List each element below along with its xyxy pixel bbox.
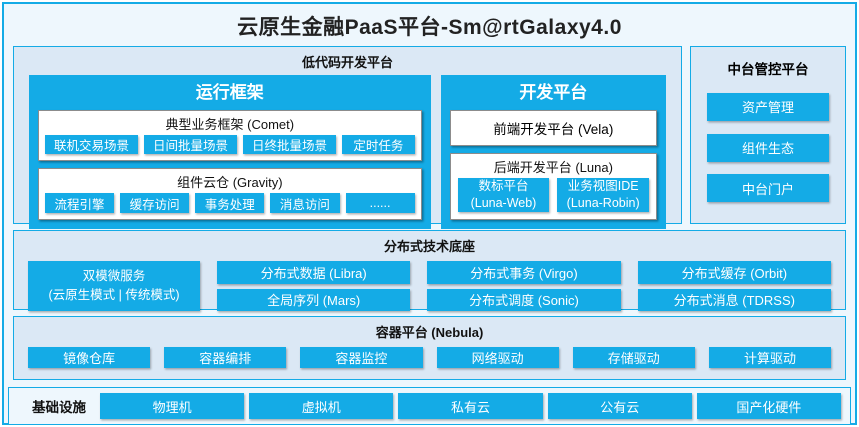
page-title: 云原生金融PaaS平台-Sm@rtGalaxy4.0	[237, 16, 622, 39]
comet-item-block: 联机交易场景	[45, 135, 139, 155]
infrastructure-item-block: 物理机	[100, 393, 245, 419]
top-row: 低代码开发平台 运行框架 典型业务框架 (Comet) 联机交易场景 日间批量场…	[13, 46, 846, 229]
midplatform-item-block: 组件生态	[707, 133, 829, 162]
infrastructure-item-block: 私有云	[398, 393, 543, 419]
gravity-item-block: 流程引擎	[45, 193, 115, 213]
container-item-block: 容器编排	[164, 347, 287, 368]
midplatform-item-block: 中台门户	[707, 174, 829, 203]
container-item-block: 镜像仓库	[28, 347, 151, 368]
distributed-item-block: 全局序列 (Mars)	[217, 288, 411, 311]
midplatform-items: 资产管理 组件生态 中台门户	[691, 78, 845, 223]
midplatform-item-block: 资产管理	[707, 92, 829, 121]
luna-web-name: 数标平台	[478, 179, 529, 193]
luna-items-row: 数标平台 (Luna-Web) 业务视图IDE (Luna-Robin)	[451, 178, 656, 219]
distributed-item-block: 分布式数据 (Libra)	[217, 261, 411, 284]
container-item-block: 容器监控	[300, 347, 423, 368]
comet-item-block: 日间批量场景	[144, 135, 238, 155]
infrastructure-items-row: 物理机 虚拟机 私有云 公有云 国产化硬件	[100, 393, 842, 419]
distributed-row: 双模微服务 (云原生模式 | 传统模式) 分布式数据 (Libra) 分布式事务…	[14, 259, 845, 311]
gravity-panel-label: 组件云仓 (Gravity)	[177, 175, 283, 191]
dev-platform-box: 开发平台 前端开发平台 (Vela) 后端开发平台 (Luna) 数标平台 (L…	[440, 75, 666, 229]
distributed-base-section: 分布式技术底座 双模微服务 (云原生模式 | 传统模式) 分布式数据 (Libr…	[13, 230, 846, 311]
vela-panel: 前端开发平台 (Vela)	[449, 110, 657, 146]
dual-mode-line1: 双模微服务	[82, 269, 146, 284]
container-item-block: 计算驱动	[708, 347, 832, 368]
luna-panel: 后端开发平台 (Luna) 数标平台 (Luna-Web) 业务视图IDE (L…	[449, 153, 657, 220]
container-item-block: 网络驱动	[436, 347, 559, 368]
distributed-item-block: 分布式缓存 (Orbit)	[637, 261, 831, 284]
luna-robin-name: 业务视图IDE	[567, 179, 639, 193]
comet-panel-label: 典型业务框架 (Comet)	[165, 117, 295, 132]
infrastructure-item-block: 国产化硬件	[696, 393, 842, 419]
distributed-base-label: 分布式技术底座	[383, 239, 475, 254]
comet-panel: 典型业务框架 (Comet) 联机交易场景 日间批量场景 日终批量场景 定时任务	[38, 110, 422, 162]
luna-web-code: (Luna-Web)	[470, 195, 537, 210]
lowcode-platform-label: 低代码开发平台	[301, 55, 393, 70]
dual-mode-microservice-block: 双模微服务 (云原生模式 | 传统模式)	[28, 261, 200, 311]
runtime-framework-box: 运行框架 典型业务框架 (Comet) 联机交易场景 日间批量场景 日终批量场景…	[29, 75, 431, 229]
gravity-panel: 组件云仓 (Gravity) 流程引擎 缓存访问 事务处理 消息访问 .....…	[38, 168, 422, 220]
infrastructure-label: 基础设施	[32, 400, 86, 415]
container-items-row: 镜像仓库 容器编排 容器监控 网络驱动 存储驱动 计算驱动	[14, 345, 845, 368]
gravity-items-row: 流程引擎 缓存访问 事务处理 消息访问 ......	[39, 193, 421, 218]
infrastructure-item-block: 虚拟机	[249, 393, 394, 419]
distributed-item-block: 分布式消息 (TDRSS)	[637, 288, 831, 311]
luna-robin-code: (Luna-Robin)	[566, 195, 640, 210]
comet-item-block: 日终批量场景	[243, 135, 337, 155]
infrastructure-section: 基础设施 物理机 虚拟机 私有云 公有云 国产化硬件	[8, 387, 851, 425]
runtime-framework-title: 运行框架	[195, 83, 264, 102]
container-item-block: 存储驱动	[572, 347, 695, 368]
luna-robin-block: 业务视图IDE (Luna-Robin)	[557, 178, 649, 212]
luna-web-block: 数标平台 (Luna-Web)	[457, 178, 550, 212]
infrastructure-item-block: 公有云	[547, 393, 692, 419]
distributed-item-block: 分布式事务 (Virgo)	[427, 261, 621, 284]
dev-platform-title: 开发平台	[519, 83, 588, 102]
container-platform-label: 容器平台 (Nebula)	[375, 325, 484, 340]
luna-panel-label: 后端开发平台 (Luna)	[493, 160, 613, 175]
lowcode-frames-row: 运行框架 典型业务框架 (Comet) 联机交易场景 日间批量场景 日终批量场景…	[14, 75, 681, 239]
distributed-grid: 分布式数据 (Libra) 分布式事务 (Virgo) 分布式缓存 (Orbit…	[217, 261, 831, 311]
midplatform-label: 中台管控平台	[727, 62, 809, 77]
distributed-item-block: 分布式调度 (Sonic)	[427, 288, 621, 311]
gravity-item-block: ......	[345, 193, 415, 213]
comet-item-block: 定时任务	[342, 135, 415, 155]
container-platform-section: 容器平台 (Nebula) 镜像仓库 容器编排 容器监控 网络驱动 存储驱动 计…	[13, 316, 846, 380]
dual-mode-line2: (云原生模式 | 传统模式)	[48, 288, 180, 302]
gravity-item-block: 消息访问	[270, 193, 340, 213]
gravity-item-block: 缓存访问	[120, 193, 190, 213]
comet-items-row: 联机交易场景 日间批量场景 日终批量场景 定时任务	[39, 135, 421, 160]
vela-panel-label: 前端开发平台 (Vela)	[493, 122, 614, 137]
lowcode-platform-section: 低代码开发平台 运行框架 典型业务框架 (Comet) 联机交易场景 日间批量场…	[13, 46, 682, 229]
gravity-item-block: 事务处理	[195, 193, 265, 213]
midplatform-section: 中台管控平台 资产管理 组件生态 中台门户	[690, 46, 846, 224]
